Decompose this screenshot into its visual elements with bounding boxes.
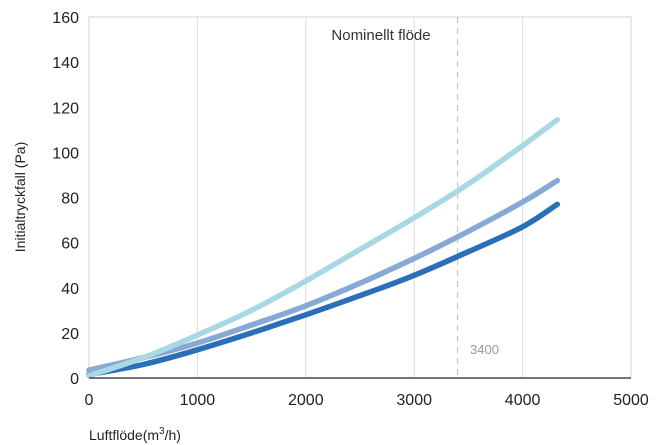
y-tick-label: 100 — [52, 145, 79, 162]
series-line-3 — [86, 116, 561, 379]
y-tick-label: 60 — [61, 236, 79, 253]
x-tick-label: 1000 — [180, 392, 216, 409]
x-tick-label: 5000 — [613, 392, 649, 409]
series-group — [86, 116, 561, 379]
x-axis-title-sup: 3 — [159, 426, 165, 437]
series-line-2 — [86, 177, 561, 373]
x-tick-labels: 0 1000 2000 3000 4000 5000 — [85, 392, 649, 409]
y-tick-label: 120 — [52, 100, 79, 117]
y-tick-label: 160 — [52, 10, 79, 27]
y-axis-title: Initialtryckfall (Pa) — [12, 142, 28, 252]
x-tick-label: 3000 — [396, 392, 432, 409]
grid-lines — [196, 17, 524, 378]
y-tick-label: 40 — [61, 281, 79, 298]
x-axis-title-main: Luftflöde(m — [89, 427, 159, 443]
series-line-1 — [86, 201, 561, 378]
plot-frame — [88, 16, 632, 379]
y-tick-label: 20 — [61, 326, 79, 343]
nominal-flow-label: Nominellt flöde — [331, 27, 430, 44]
x-axis-title-tail: /h) — [165, 427, 181, 443]
x-tick-label: 0 — [85, 392, 94, 409]
y-tick-label: 80 — [61, 191, 79, 208]
x-tick-label: 2000 — [288, 392, 324, 409]
x-tick-label: 4000 — [505, 392, 541, 409]
y-tick-label: 140 — [52, 55, 79, 72]
y-tick-label: 0 — [70, 371, 79, 388]
nominal-flow-value: 3400 — [470, 342, 499, 357]
x-axis-title: Luftflöde(m3/h) — [89, 426, 181, 443]
y-tick-labels: 0 20 40 60 80 100 120 140 160 — [52, 10, 79, 388]
